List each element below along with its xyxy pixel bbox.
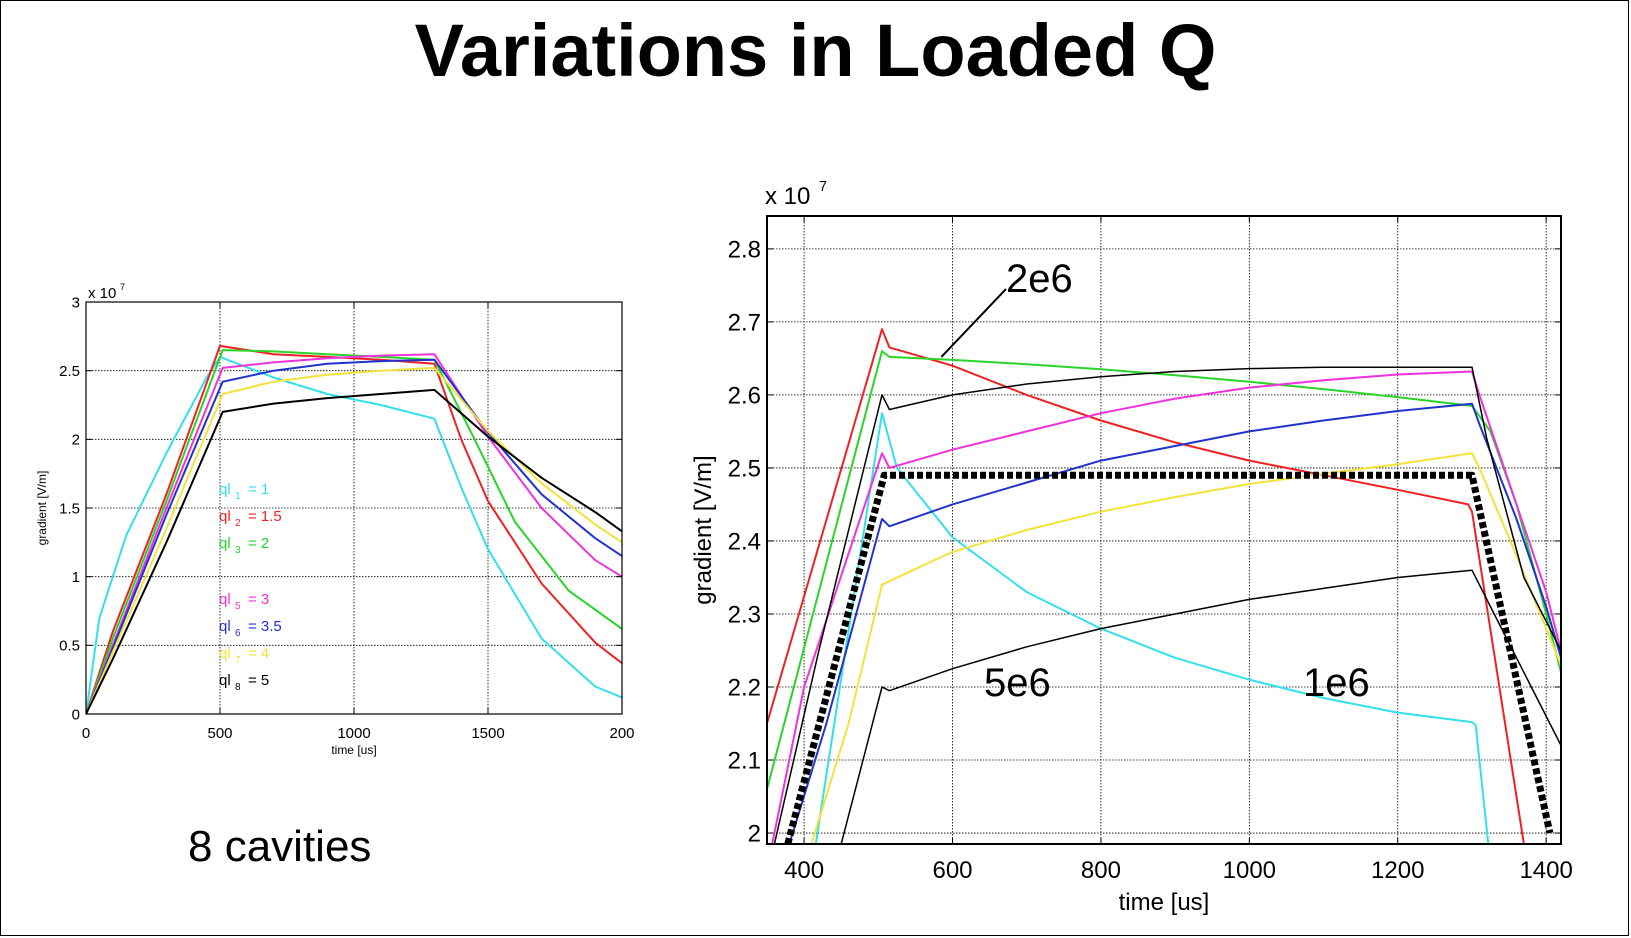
- y-tick-label-0: 0: [72, 706, 80, 723]
- legend-entry-5: ql 7 = 4: [219, 645, 269, 666]
- legend-entry-3: ql 5 = 3: [219, 591, 269, 612]
- series-line-5: [810, 452, 1561, 844]
- legend-value-0: = 1: [248, 481, 269, 498]
- y-tick-label-1: 0.5: [59, 638, 80, 655]
- series-line-2: [767, 350, 1561, 790]
- series-line-6: [86, 388, 622, 714]
- slide-title: Variations in Loaded Q: [414, 9, 1217, 92]
- legend-label-2: ql: [219, 535, 231, 552]
- ticks: [85, 301, 623, 715]
- y-tick-label-6: 2.6: [728, 382, 761, 409]
- y-tick-label-8: 2.8: [728, 236, 761, 263]
- y-tick-label-2: 2.2: [728, 674, 761, 701]
- series-line-3: [771, 370, 1561, 844]
- ticks: [767, 216, 1561, 844]
- series-line-1: [767, 328, 1525, 844]
- legend-label-6: ql: [219, 672, 231, 689]
- x-tick-label-4: 200: [609, 725, 634, 742]
- series-line-6: [773, 366, 1561, 844]
- y-tick-label-4: 2.4: [728, 528, 761, 555]
- series-line-4: [788, 402, 1561, 844]
- y-exponent-power: 7: [819, 179, 827, 195]
- legend-label-5: ql: [219, 645, 231, 662]
- series-group: [767, 328, 1561, 844]
- y-axis-label: gradient [V/m]: [690, 455, 717, 604]
- x-tick-label-0: 400: [784, 857, 824, 884]
- legend-label-3: ql: [219, 591, 231, 608]
- legend-entry-0: ql 1 = 1: [219, 481, 269, 502]
- legend-entry-2: ql 3 = 2: [219, 535, 269, 556]
- legend-value-5: = 4: [248, 645, 269, 662]
- y-tick-label-6: 3: [72, 294, 80, 311]
- series-line-3: [86, 353, 622, 714]
- legend-label-1: ql: [219, 508, 231, 525]
- y-tick-label-5: 2.5: [59, 363, 80, 380]
- y-tick-label-3: 1.5: [59, 500, 80, 517]
- annotation-label-1: 5e6: [984, 661, 1051, 705]
- legend-label-0: ql: [219, 481, 231, 498]
- legend-entry-6: ql 8 = 5: [219, 672, 269, 693]
- y-tick-label-4: 2: [72, 432, 80, 449]
- x-axis-label: time [us]: [1119, 889, 1210, 916]
- legend-value-4: = 3.5: [248, 618, 282, 635]
- legend-sub-6: 8: [235, 682, 241, 693]
- y-tick-label-5: 2.5: [728, 455, 761, 482]
- legend-entry-1: ql 2 = 1.5: [219, 508, 282, 529]
- x-tick-label-5: 1400: [1519, 857, 1572, 884]
- series-group: [86, 344, 622, 714]
- series-line-0: [814, 412, 1490, 844]
- legend-sub-4: 6: [235, 628, 241, 639]
- y-tick-label-1: 2.1: [728, 747, 761, 774]
- x-tick-label-1: 500: [207, 725, 232, 742]
- legend-sub-3: 5: [235, 601, 241, 612]
- y-exponent-power: 7: [120, 282, 125, 292]
- legend: ql 1 = 1 ql 2 = 1.5 ql 3 = 2 ql 5 = 3 ql 6 = 3.5 ql 7 = 4…: [219, 481, 282, 693]
- grid: [767, 216, 1561, 844]
- series-line-8: [784, 471, 1554, 844]
- y-tick-label-7: 2.7: [728, 309, 761, 336]
- y-tick-label-0: 2: [748, 820, 761, 847]
- x-tick-label-3: 1500: [471, 725, 504, 742]
- y-exponent-label: x 10: [88, 285, 116, 302]
- x-tick-label-2: 800: [1081, 857, 1121, 884]
- x-tick-label-1: 600: [932, 857, 972, 884]
- x-tick-label-3: 1000: [1223, 857, 1276, 884]
- x-tick-label-0: 0: [82, 725, 90, 742]
- x-axis-label: time [us]: [331, 743, 376, 757]
- legend-value-1: = 1.5: [248, 508, 282, 525]
- series-line-0: [86, 355, 622, 714]
- legend-value-2: = 2: [248, 535, 269, 552]
- legend-sub-0: 1: [235, 491, 241, 502]
- series-line-2: [86, 349, 622, 714]
- legend-value-3: = 3: [248, 591, 269, 608]
- legend-sub-1: 2: [235, 518, 241, 529]
- annotation-leader-line: [940, 288, 1007, 358]
- y-tick-label-3: 2.3: [728, 601, 761, 628]
- legend-sub-2: 3: [235, 545, 241, 556]
- legend-label-4: ql: [219, 618, 231, 635]
- y-axis-label: gradient [V/m]: [35, 471, 49, 546]
- plot-area-border: [766, 215, 1562, 845]
- annotation-label-2: 1e6: [1303, 661, 1370, 705]
- x-tick-label-2: 1000: [337, 725, 370, 742]
- grid: [86, 302, 622, 714]
- annotation-label-0: 2e6: [1006, 257, 1073, 301]
- y-exponent-label: x 10: [765, 183, 810, 210]
- x-tick-label-4: 1200: [1371, 857, 1424, 884]
- series-line-5: [86, 366, 622, 714]
- legend-sub-5: 7: [235, 655, 241, 666]
- series-line-7: [840, 569, 1561, 844]
- slide-caption: 8 cavities: [188, 822, 372, 871]
- y-tick-label-2: 1: [72, 569, 80, 586]
- series-line-4: [86, 358, 622, 714]
- series-line-1: [86, 344, 622, 714]
- legend-value-6: = 5: [248, 672, 269, 689]
- legend-entry-4: ql 6 = 3.5: [219, 618, 282, 639]
